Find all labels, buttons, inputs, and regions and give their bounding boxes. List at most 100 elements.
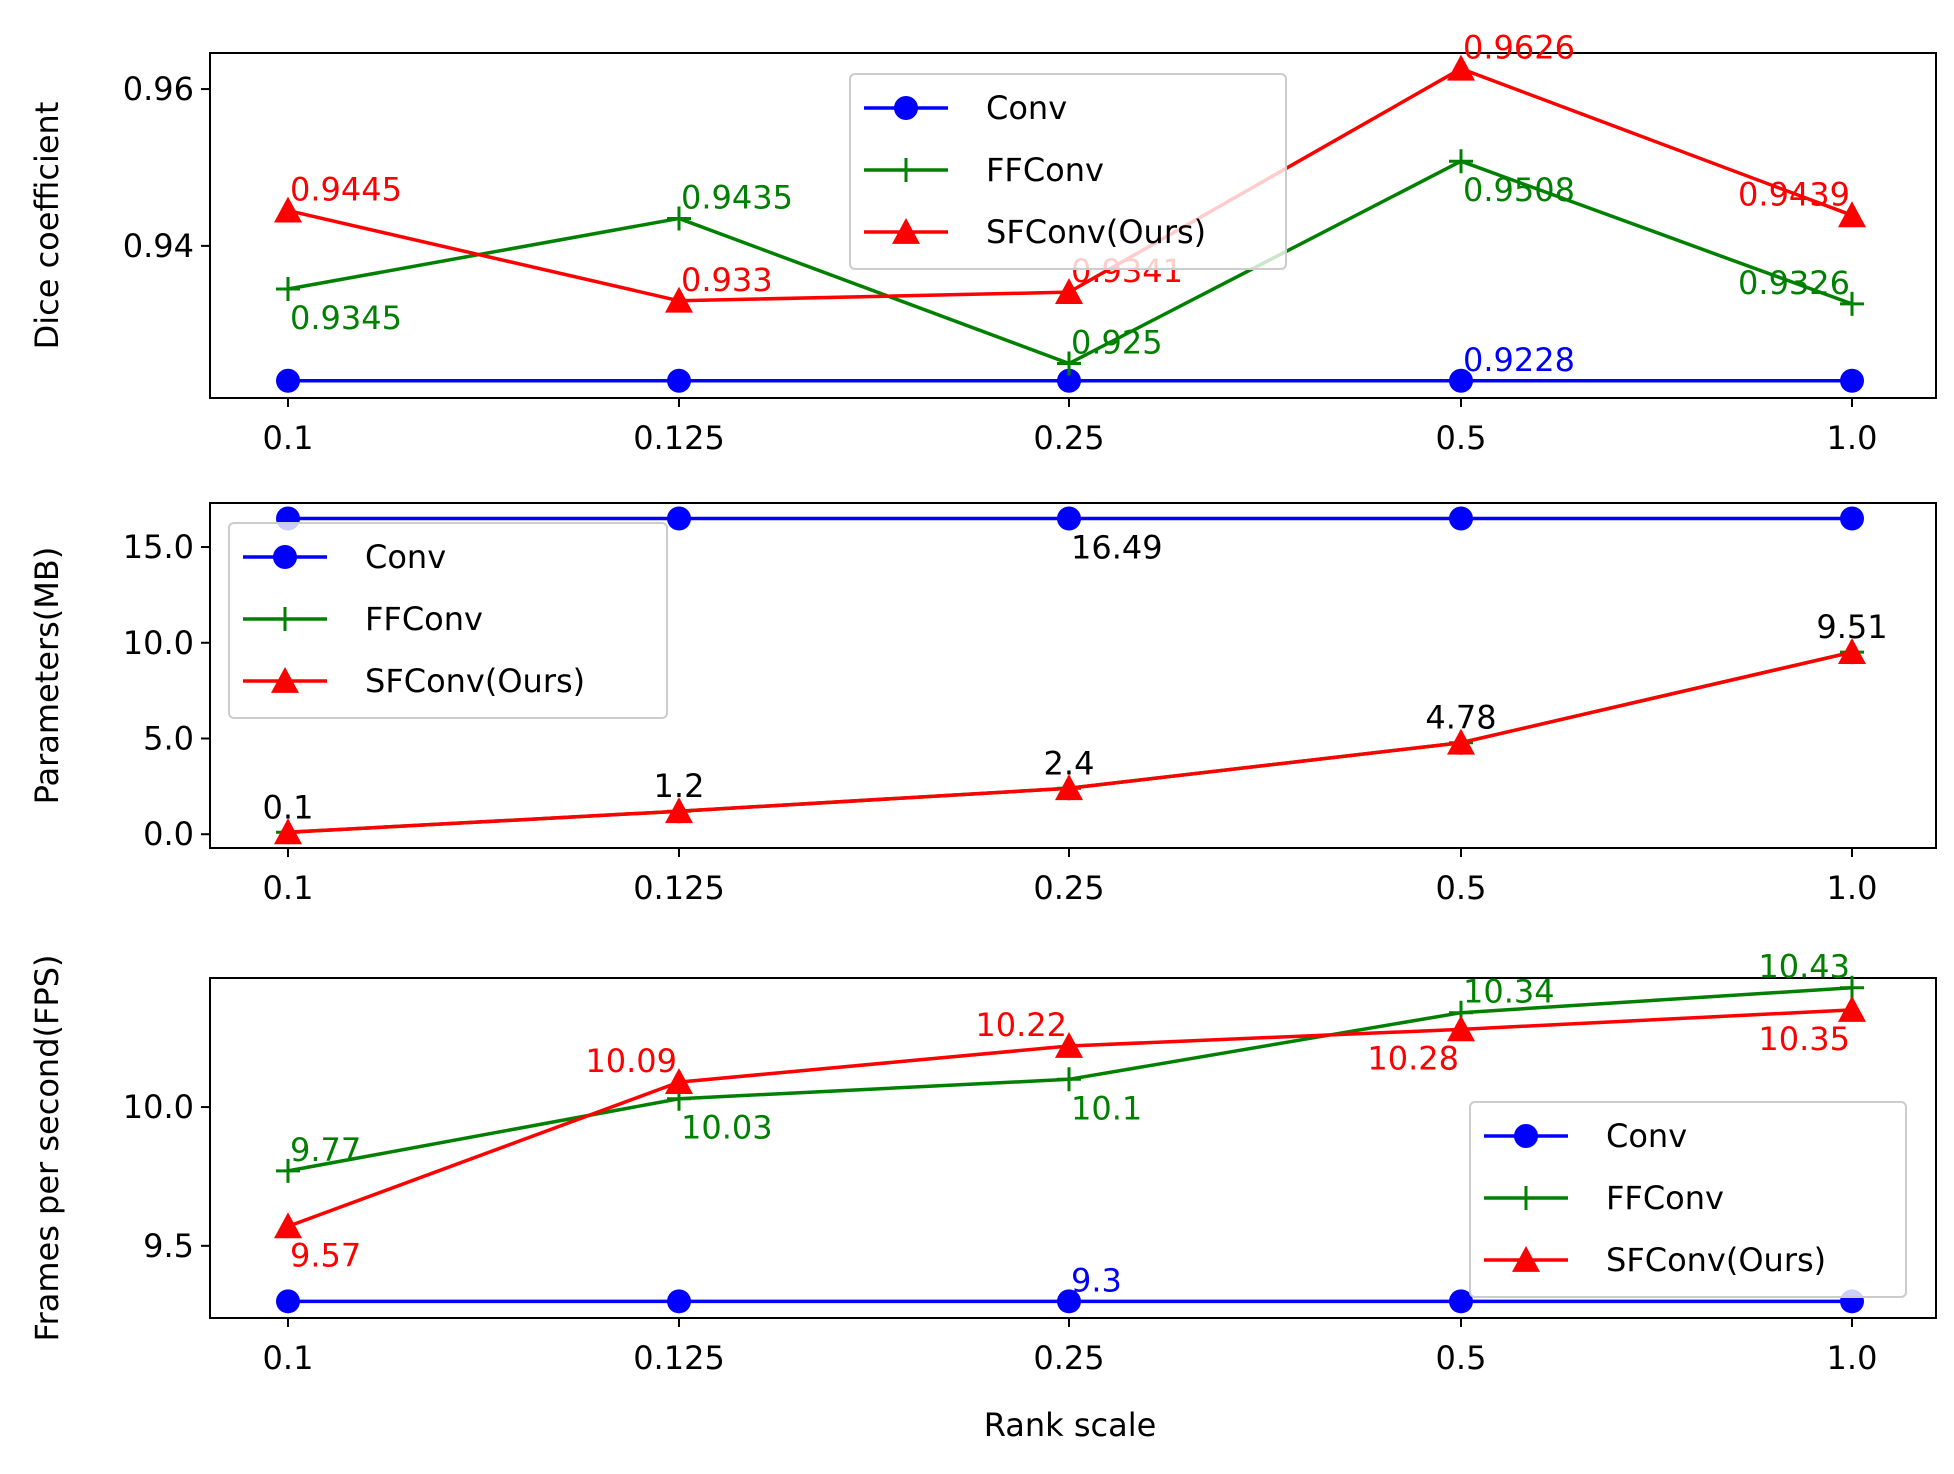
legend-swatch-marker: [1514, 1186, 1538, 1210]
x-tick-label: 0.5: [1436, 1339, 1487, 1377]
legend-swatch-marker: [894, 158, 918, 182]
data-point: [274, 1212, 302, 1239]
legend-swatch-marker: [892, 218, 920, 244]
y-tick-label: 15.0: [123, 528, 194, 566]
y-tick-label: 10.0: [123, 624, 194, 662]
legend-swatch-marker: [1512, 1246, 1540, 1272]
x-tick-label: 0.1: [263, 869, 314, 907]
legend-swatch-marker: [894, 96, 918, 120]
legend: Conv FFConv SFConv(Ours): [849, 73, 1287, 270]
y-tick-label: 5.0: [143, 719, 194, 757]
data-label: 0.1: [263, 788, 314, 826]
y-tick-label: 0.0: [143, 815, 194, 853]
data-point: [1447, 1015, 1475, 1042]
data-label: 0.9445: [290, 171, 402, 209]
x-tick-label: 0.125: [633, 419, 725, 457]
data-point: [667, 506, 691, 531]
y-tick-label: 0.96: [123, 70, 194, 108]
data-point: [1840, 368, 1864, 393]
legend-entry: SFConv(Ours): [1606, 1241, 1826, 1279]
data-label: 9.77: [290, 1131, 361, 1169]
legend: Conv FFConv SFConv(Ours): [1469, 1101, 1907, 1298]
data-point: [1840, 291, 1864, 316]
x-tick-label: 0.125: [633, 1339, 725, 1377]
data-label: 10.03: [681, 1109, 773, 1147]
y-tick-label: 0.94: [123, 227, 194, 265]
legend-entry: FFConv: [986, 151, 1104, 189]
data-point: [1055, 1032, 1083, 1058]
data-point: [667, 368, 691, 393]
chart-panel-3: 0.1 0.125 0.25 0.5 1.0 9.5 10.0 Frames per seco…: [28, 948, 1937, 1444]
x-tick-label: 0.1: [263, 1339, 314, 1377]
data-label: 10.22: [975, 1006, 1067, 1044]
data-point: [1449, 1289, 1473, 1314]
data-point: [1449, 368, 1473, 393]
data-label: 0.9345: [290, 299, 402, 337]
data-label: 16.49: [1071, 529, 1163, 567]
data-label: 10.09: [585, 1042, 677, 1080]
x-tick-label: 0.1: [263, 419, 314, 457]
data-label: 0.9439: [1738, 175, 1850, 213]
data-point: [1057, 1289, 1081, 1314]
legend-box: [849, 73, 1287, 270]
y-tick-label: 10.0: [123, 1088, 194, 1126]
data-label: 9.57: [290, 1236, 361, 1274]
data-point: [1449, 149, 1473, 174]
legend-entry: SFConv(Ours): [365, 662, 585, 700]
data-label: 10.28: [1367, 1039, 1459, 1077]
x-tick-label: 0.5: [1436, 419, 1487, 457]
legend-swatch-marker: [273, 607, 297, 631]
x-tick-label: 1.0: [1827, 869, 1878, 907]
data-label: 9.3: [1071, 1261, 1122, 1299]
data-label: 1.2: [654, 767, 705, 805]
data-point: [274, 196, 302, 223]
data-point: [1840, 506, 1864, 531]
y-tick-label: 9.5: [143, 1227, 194, 1265]
data-point: [1449, 506, 1473, 531]
data-point: [276, 1289, 300, 1314]
legend-entry: Conv: [986, 89, 1067, 127]
data-label: 0.933: [681, 261, 773, 299]
data-label: 0.9508: [1463, 171, 1575, 209]
legend-entry: FFConv: [1606, 1179, 1724, 1217]
data-point: [1447, 728, 1475, 755]
data-label: 0.9228: [1463, 341, 1575, 379]
x-tick-label: 1.0: [1827, 1339, 1878, 1377]
plot-frame: [209, 52, 1937, 399]
x-tick-label: 0.5: [1436, 869, 1487, 907]
data-label: 0.9626: [1463, 29, 1575, 67]
data-point: [1447, 54, 1475, 81]
data-point: [274, 818, 302, 845]
data-point: [1055, 774, 1083, 801]
legend-box: [1469, 1101, 1907, 1298]
data-point: [1840, 975, 1864, 1000]
data-label: 10.35: [1758, 1020, 1850, 1058]
data-point: [665, 797, 693, 824]
data-point: [1057, 1067, 1081, 1092]
x-tick-label: 1.0: [1827, 419, 1878, 457]
legend-entry: FFConv: [365, 600, 483, 638]
legend-swatch-marker: [273, 545, 297, 569]
data-label: 9.51: [1816, 608, 1887, 646]
data-point: [665, 1068, 693, 1094]
y-axis-label: Frames per second(FPS): [28, 955, 66, 1342]
data-point: [1057, 368, 1081, 393]
data-label: 2.4: [1044, 744, 1095, 782]
plot-frame: [209, 502, 1937, 849]
data-point: [667, 1289, 691, 1314]
data-point: [1838, 638, 1866, 665]
y-axis-label: Dice coefficient: [28, 102, 66, 350]
legend-entry: Conv: [1606, 1117, 1687, 1155]
plot-frame: [209, 977, 1937, 1319]
legend-box: [228, 522, 668, 719]
x-tick-label: 0.125: [633, 869, 725, 907]
data-point: [1055, 278, 1083, 305]
data-point: [1057, 506, 1081, 531]
data-label: 4.78: [1425, 699, 1496, 737]
data-label: 0.925: [1071, 324, 1163, 362]
data-label: 10.1: [1071, 1089, 1142, 1127]
legend-swatch-marker: [271, 667, 299, 693]
data-point: [276, 368, 300, 393]
data-point: [276, 277, 300, 302]
